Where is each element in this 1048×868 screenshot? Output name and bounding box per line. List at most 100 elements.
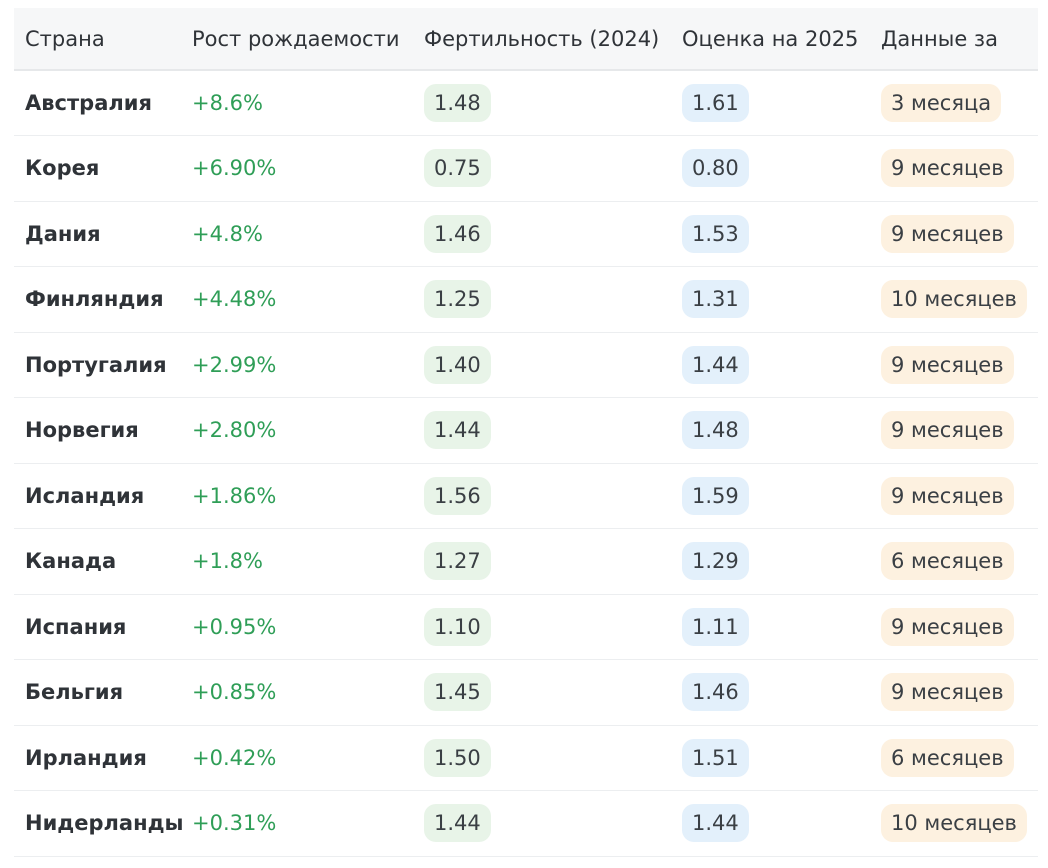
fertility-badge: 1.10 [424, 607, 491, 646]
growth-cell: +0.42% [192, 745, 277, 770]
fertility-badge: 1.46 [424, 214, 491, 253]
table-row: Корея +6.90% 0.75 0.80 9 месяцев [14, 136, 1038, 202]
fertility-cell: 1.50 [413, 725, 671, 791]
period-cell: 6 месяцев [870, 529, 1038, 595]
fertility-badge: 1.56 [424, 476, 491, 515]
growth-cell: +6.90% [192, 156, 277, 181]
growth-cell: +4.48% [192, 287, 277, 312]
country-cell: Финляндия [25, 287, 164, 312]
fertility-badge: 1.50 [424, 738, 491, 777]
estimate-badge: 1.53 [682, 214, 749, 253]
table-row: Ирландия +0.42% 1.50 1.51 6 месяцев [14, 725, 1038, 791]
fertility-cell: 1.44 [413, 398, 671, 464]
table-row: Норвегия +2.80% 1.44 1.48 9 месяцев [14, 398, 1038, 464]
estimate-cell: 1.44 [671, 791, 870, 857]
header-birth-growth[interactable]: Рост рождаемости [192, 26, 400, 51]
estimate-cell: 1.48 [671, 398, 870, 464]
estimate-cell: 1.31 [671, 267, 870, 333]
estimate-cell: 1.51 [671, 725, 870, 791]
country-cell: Исландия [25, 483, 145, 508]
estimate-badge: 1.11 [682, 607, 749, 646]
fertility-cell: 1.48 [413, 70, 671, 136]
header-row: Страна Рост рождаемости Фертильность (20… [14, 8, 1038, 70]
fertility-cell: 1.27 [413, 529, 671, 595]
growth-cell: +8.6% [192, 91, 263, 115]
country-cell: Канада [25, 549, 117, 574]
growth-cell: +0.31% [192, 811, 277, 836]
period-cell: 9 месяцев [870, 594, 1038, 660]
fertility-badge: 1.27 [424, 542, 491, 581]
period-badge: 10 месяцев [881, 804, 1027, 843]
fertility-badge: 1.48 [424, 84, 491, 122]
country-cell: Корея [25, 156, 100, 181]
fertility-cell: 1.56 [413, 463, 671, 529]
growth-cell: +1.8% [192, 549, 263, 574]
table-header: Страна Рост рождаемости Фертильность (20… [14, 8, 1038, 70]
fertility-badge: 1.44 [424, 411, 491, 450]
period-cell: 3 месяца [870, 70, 1038, 136]
period-badge: 9 месяцев [881, 607, 1014, 646]
period-badge: 9 месяцев [881, 476, 1014, 515]
estimate-cell: 1.53 [671, 201, 870, 267]
period-cell: 9 месяцев [870, 463, 1038, 529]
header-estimate-2025[interactable]: Оценка на 2025 [682, 26, 859, 51]
period-badge: 10 месяцев [881, 280, 1027, 319]
fertility-cell: 0.75 [413, 136, 671, 202]
estimate-cell: 0.80 [671, 136, 870, 202]
country-cell: Дания [25, 221, 101, 246]
estimate-badge: 1.59 [682, 476, 749, 515]
table-row: Канада +1.8% 1.27 1.29 6 месяцев [14, 529, 1038, 595]
estimate-cell: 1.11 [671, 594, 870, 660]
period-cell: 6 месяцев [870, 725, 1038, 791]
fertility-cell: 1.46 [413, 201, 671, 267]
table-row: Бельгия +0.85% 1.45 1.46 9 месяцев [14, 660, 1038, 726]
period-cell: 9 месяцев [870, 136, 1038, 202]
fertility-cell: 1.44 [413, 791, 671, 857]
period-badge: 6 месяцев [881, 738, 1014, 777]
table-row: Португалия +2.99% 1.40 1.44 9 месяцев [14, 332, 1038, 398]
period-cell: 9 месяцев [870, 201, 1038, 267]
growth-cell: +0.85% [192, 680, 277, 705]
table-row: Дания +4.8% 1.46 1.53 9 месяцев [14, 201, 1038, 267]
country-cell: Австралия [25, 91, 152, 115]
period-badge: 9 месяцев [881, 149, 1014, 188]
period-badge: 3 месяца [881, 84, 1002, 122]
estimate-cell: 1.46 [671, 660, 870, 726]
table-row: Исландия +1.86% 1.56 1.59 9 месяцев [14, 463, 1038, 529]
country-cell: Нидерланды [25, 811, 184, 836]
table-row: Испания +0.95% 1.10 1.11 9 месяцев [14, 594, 1038, 660]
header-fertility-2024[interactable]: Фертильность (2024) [424, 26, 660, 51]
period-cell: 10 месяцев [870, 267, 1038, 333]
estimate-cell: 1.61 [671, 70, 870, 136]
growth-cell: +4.8% [192, 221, 263, 246]
fertility-table: Страна Рост рождаемости Фертильность (20… [14, 8, 1038, 857]
estimate-cell: 1.59 [671, 463, 870, 529]
period-badge: 9 месяцев [881, 673, 1014, 712]
fertility-badge: 1.40 [424, 345, 491, 384]
header-country[interactable]: Страна [25, 26, 105, 51]
country-cell: Испания [25, 614, 127, 639]
period-badge: 9 месяцев [881, 214, 1014, 253]
estimate-badge: 1.31 [682, 280, 749, 319]
fertility-badge: 1.45 [424, 673, 491, 712]
table-row: Австралия +8.6% 1.48 1.61 3 месяца [14, 70, 1038, 136]
growth-cell: +0.95% [192, 614, 277, 639]
estimate-badge: 1.44 [682, 804, 749, 843]
growth-cell: +2.99% [192, 352, 277, 377]
country-cell: Норвегия [25, 418, 139, 443]
estimate-cell: 1.44 [671, 332, 870, 398]
table-row: Финляндия +4.48% 1.25 1.31 10 месяцев [14, 267, 1038, 333]
estimate-badge: 1.44 [682, 345, 749, 384]
period-cell: 9 месяцев [870, 332, 1038, 398]
table-body: Австралия +8.6% 1.48 1.61 3 месяца Корея +6.90… [14, 70, 1038, 856]
fertility-cell: 1.25 [413, 267, 671, 333]
country-cell: Ирландия [25, 745, 147, 770]
estimate-badge: 0.80 [682, 149, 749, 188]
estimate-badge: 1.51 [682, 738, 749, 777]
country-cell: Португалия [25, 352, 167, 377]
table-row: Нидерланды +0.31% 1.44 1.44 10 месяцев [14, 791, 1038, 857]
period-badge: 6 месяцев [881, 542, 1014, 581]
fertility-table-container: Страна Рост рождаемости Фертильность (20… [14, 8, 1038, 857]
header-data-period[interactable]: Данные за [881, 26, 998, 51]
period-cell: 9 месяцев [870, 398, 1038, 464]
